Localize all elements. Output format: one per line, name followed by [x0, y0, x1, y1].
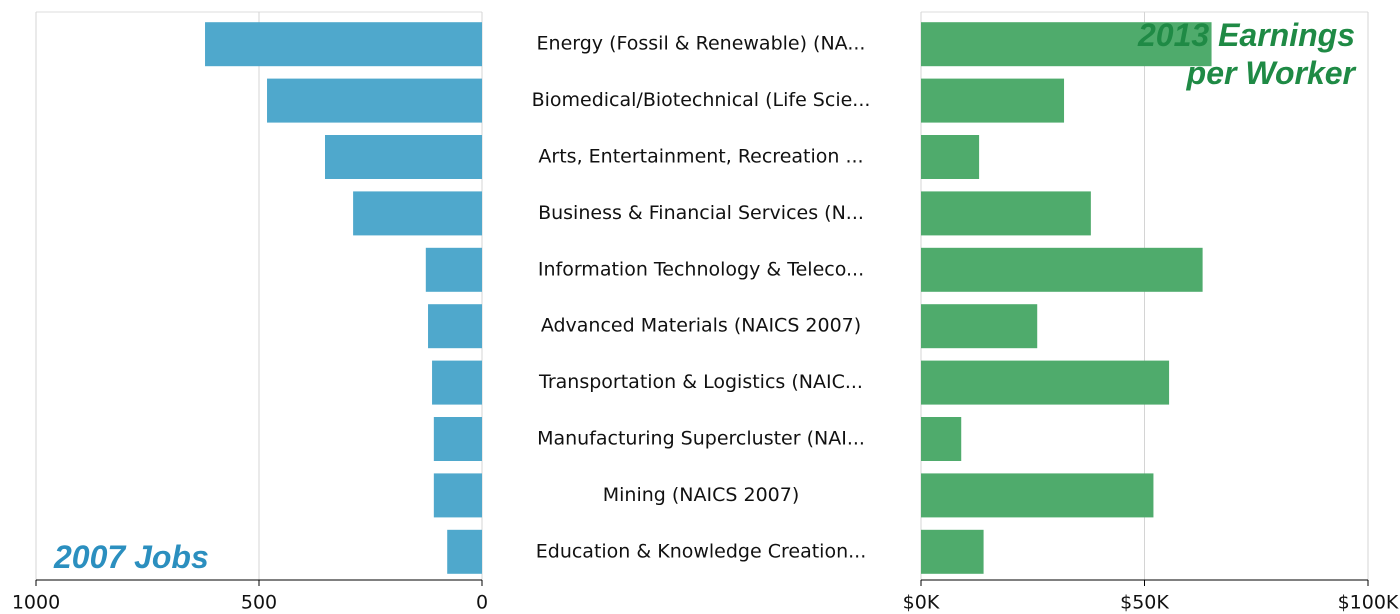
- category-label: Biomedical/Biotechnical (Life Scie...: [532, 89, 871, 111]
- category-label: Mining (NAICS 2007): [603, 484, 800, 506]
- category-label: Transportation & Logistics (NAIC...: [538, 371, 863, 393]
- x-tick-label: 0: [476, 592, 488, 614]
- x-tick-label: $50K: [1120, 592, 1169, 614]
- bar: [921, 529, 984, 574]
- bar: [921, 78, 1065, 123]
- bar: [205, 22, 482, 67]
- x-tick-label: $100K: [1338, 592, 1399, 614]
- bar: [267, 78, 482, 123]
- bar: [921, 417, 962, 461]
- bar: [921, 191, 1091, 236]
- bar: [425, 247, 482, 292]
- category-label: Advanced Materials (NAICS 2007): [541, 315, 861, 337]
- bar: [447, 529, 482, 574]
- bar: [921, 473, 1154, 518]
- bar: [921, 22, 1212, 67]
- bar: [433, 417, 482, 461]
- x-tick-label: 500: [241, 592, 277, 614]
- legend-jobs: 2007 Jobs: [54, 539, 209, 575]
- bar: [921, 247, 1203, 292]
- bar: [921, 360, 1170, 405]
- bar: [325, 135, 482, 179]
- bar: [428, 304, 482, 349]
- category-label: Education & Knowledge Creation...: [536, 540, 866, 562]
- bar: [433, 473, 482, 518]
- bar: [921, 304, 1038, 349]
- category-label: Arts, Entertainment, Recreation ...: [538, 146, 863, 168]
- bar: [921, 135, 980, 179]
- bar: [353, 191, 482, 236]
- category-label: Energy (Fossil & Renewable) (NA...: [537, 33, 866, 55]
- x-tick-label: 1000: [12, 592, 60, 614]
- x-tick-label: $0K: [903, 592, 940, 614]
- category-label: Information Technology & Teleco...: [538, 258, 864, 280]
- category-label: Manufacturing Supercluster (NAI...: [537, 428, 865, 450]
- bar: [432, 360, 482, 405]
- category-label: Business & Financial Services (N...: [538, 202, 864, 224]
- legend-earnings: 2013 Earnings per Worker: [1138, 17, 1355, 91]
